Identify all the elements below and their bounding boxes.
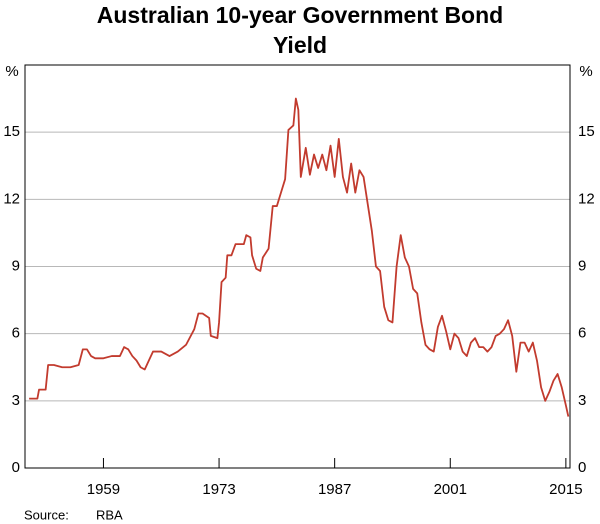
x-tick-label: 1959 [87,481,120,498]
x-tick-label: 1973 [202,481,235,498]
y2-tick-label: 15 [578,123,595,140]
y2-tick-label: 6 [578,325,586,342]
x-tick-label: 2001 [434,481,467,498]
y2-tick-label: 9 [578,257,586,274]
chart-title: Australian 10-year Government Bond Yield [96,2,504,58]
y2-tick-label: 12 [578,190,595,207]
y-tick-label: 12 [3,190,20,207]
y2-tick-label: 3 [578,392,586,409]
y-tick-label: 15 [3,123,20,140]
data-line [29,97,570,417]
y2-axis-label: % [579,63,592,80]
y-axis-label: % [5,63,18,80]
y-tick-label: 6 [12,325,20,342]
y2-tick-label: 0 [578,459,586,476]
x-tick-label: 1987 [318,481,351,498]
plot-frame [24,64,571,469]
source: RBA [96,507,123,522]
x-tick-label: 2015 [549,481,582,498]
y-tick-label: 0 [12,459,20,476]
y-tick-label: 3 [12,392,20,409]
y-tick-label: 9 [12,257,20,274]
source-label: Source: [24,507,69,522]
